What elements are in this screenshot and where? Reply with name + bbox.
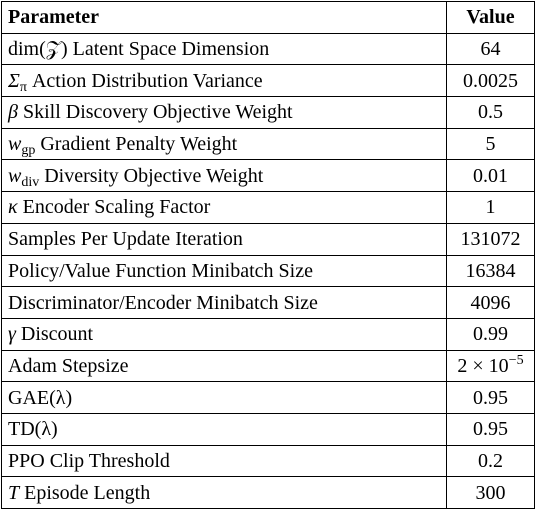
parameter-cell: κ Encoder Scaling Factor [1,191,447,224]
parameter-cell: Discriminator/Encoder Minibatch Size [1,286,447,319]
parameter-label: Action Distribution Variance [31,69,263,92]
parameter-label: PPO Clip Threshold [8,449,170,472]
parameter-label: Episode Length [24,481,151,504]
symbol-subscript: div [21,174,40,190]
parameter-label: TD(λ) [8,418,58,441]
parameter-cell: PPO Clip Threshold [1,444,447,478]
value-cell: 0.0025 [446,64,535,98]
value: 16384 [465,259,516,282]
parameter-cell: GAE(λ) [1,381,447,414]
parameter-label: dim(𝒵) Latent Space Dimension [8,38,270,61]
table-body: dim(𝒵) Latent Space Dimension 64 Σπ Action… [1,32,535,509]
parameter-cell: wgp Gradient Penalty Weight [1,127,447,161]
symbol-subscript: gp [21,143,36,159]
parameter-cell: TD(λ) [1,412,447,446]
parameter-cell: Σπ Action Distribution Variance [1,64,447,98]
parameter-label: Discount [20,323,94,346]
table-row: Policy/Value Function Minibatch Size 1638… [1,254,535,288]
parameter-cell: Adam Stepsize [1,349,447,383]
table-row: GAE(λ) 0.95 [1,381,535,414]
symbol: β [8,101,18,124]
parameter-cell: T Episode Length [1,476,447,509]
value: 0.01 [473,164,508,187]
value-cell: 0.2 [446,444,535,478]
value-cell: 300 [446,476,535,509]
table-row: TD(λ) 0.95 [1,412,535,446]
table-row: β Skill Discovery Objective Weight 0.5 [1,96,535,129]
symbol: γ [8,323,16,346]
parameter-cell: γ Discount [1,317,447,351]
value: 5 [485,133,496,156]
table-row: T Episode Length 300 [1,476,535,509]
value-cell: 0.01 [446,159,535,193]
table-row: γ Discount 0.99 [1,317,535,351]
value: 0.2 [478,449,503,472]
value-cell: 0.95 [446,381,535,414]
parameter-cell: Policy/Value Function Minibatch Size [1,254,447,288]
value-cell: 131072 [446,222,535,256]
value-cell: 1 [446,191,535,224]
parameter-label: Diversity Objective Weight [44,164,264,187]
value-cell: 0.95 [446,412,535,446]
parameter-label: Encoder Scaling Factor [22,196,211,219]
symbol: Σ [8,69,20,92]
parameter-cell: β Skill Discovery Objective Weight [1,96,447,129]
parameter-label: Gradient Penalty Weight [40,133,238,156]
header-cell: Value [446,1,535,34]
value-cell: 2 × 10−5 [446,349,535,383]
value: 0.95 [473,418,508,441]
symbol: w [8,164,22,187]
header-row: Parameter Value [1,1,535,34]
value-cell: 4096 [446,286,535,319]
symbol: T [8,481,20,504]
table-row: dim(𝒵) Latent Space Dimension 64 [1,32,535,66]
value: 2 × 10 [457,354,509,377]
symbol: κ [8,196,18,219]
parameter-cell: wdiv Diversity Objective Weight [1,159,447,193]
value: 0.0025 [463,69,518,92]
value-cell: 0.5 [446,96,535,129]
parameter-label: Samples Per Update Iteration [8,228,243,251]
value: 64 [480,38,501,61]
parameter-label: Adam Stepsize [8,354,129,377]
table-row: wdiv Diversity Objective Weight 0.01 [1,159,535,193]
parameter-label: Skill Discovery Objective Weight [22,101,293,124]
table-row: Adam Stepsize 2 × 10−5 [1,349,535,383]
value: 1 [485,196,496,219]
parameter-cell: Samples Per Update Iteration [1,222,447,256]
parameter-label: GAE(λ) [8,386,73,409]
parameter-label: Discriminator/Encoder Minibatch Size [8,291,318,314]
value: 0.5 [478,101,503,124]
symbol: w [8,133,22,156]
value-cell: 0.99 [446,317,535,351]
value: 131072 [460,228,521,251]
table-row: wgp Gradient Penalty Weight 5 [1,127,535,161]
value: 0.99 [473,323,508,346]
table-row: Discriminator/Encoder Minibatch Size 4096 [1,286,535,319]
parameter-cell: dim(𝒵) Latent Space Dimension [1,32,447,66]
value: 0.95 [473,386,508,409]
table-row: Σπ Action Distribution Variance 0.0025 [1,64,535,98]
symbol-subscript: π [19,79,27,95]
value-cell: 5 [446,127,535,161]
table-row: PPO Clip Threshold 0.2 [1,444,535,478]
header-cell: Parameter [1,1,447,34]
value-exponent: −5 [508,352,524,368]
value: 4096 [470,291,511,314]
value-cell: 16384 [446,254,535,288]
table-row: κ Encoder Scaling Factor 1 [1,191,535,224]
table-row: Samples Per Update Iteration 131072 [1,222,535,256]
parameter-label: Policy/Value Function Minibatch Size [8,259,313,282]
value-cell: 64 [446,32,535,66]
value: 300 [475,481,506,504]
